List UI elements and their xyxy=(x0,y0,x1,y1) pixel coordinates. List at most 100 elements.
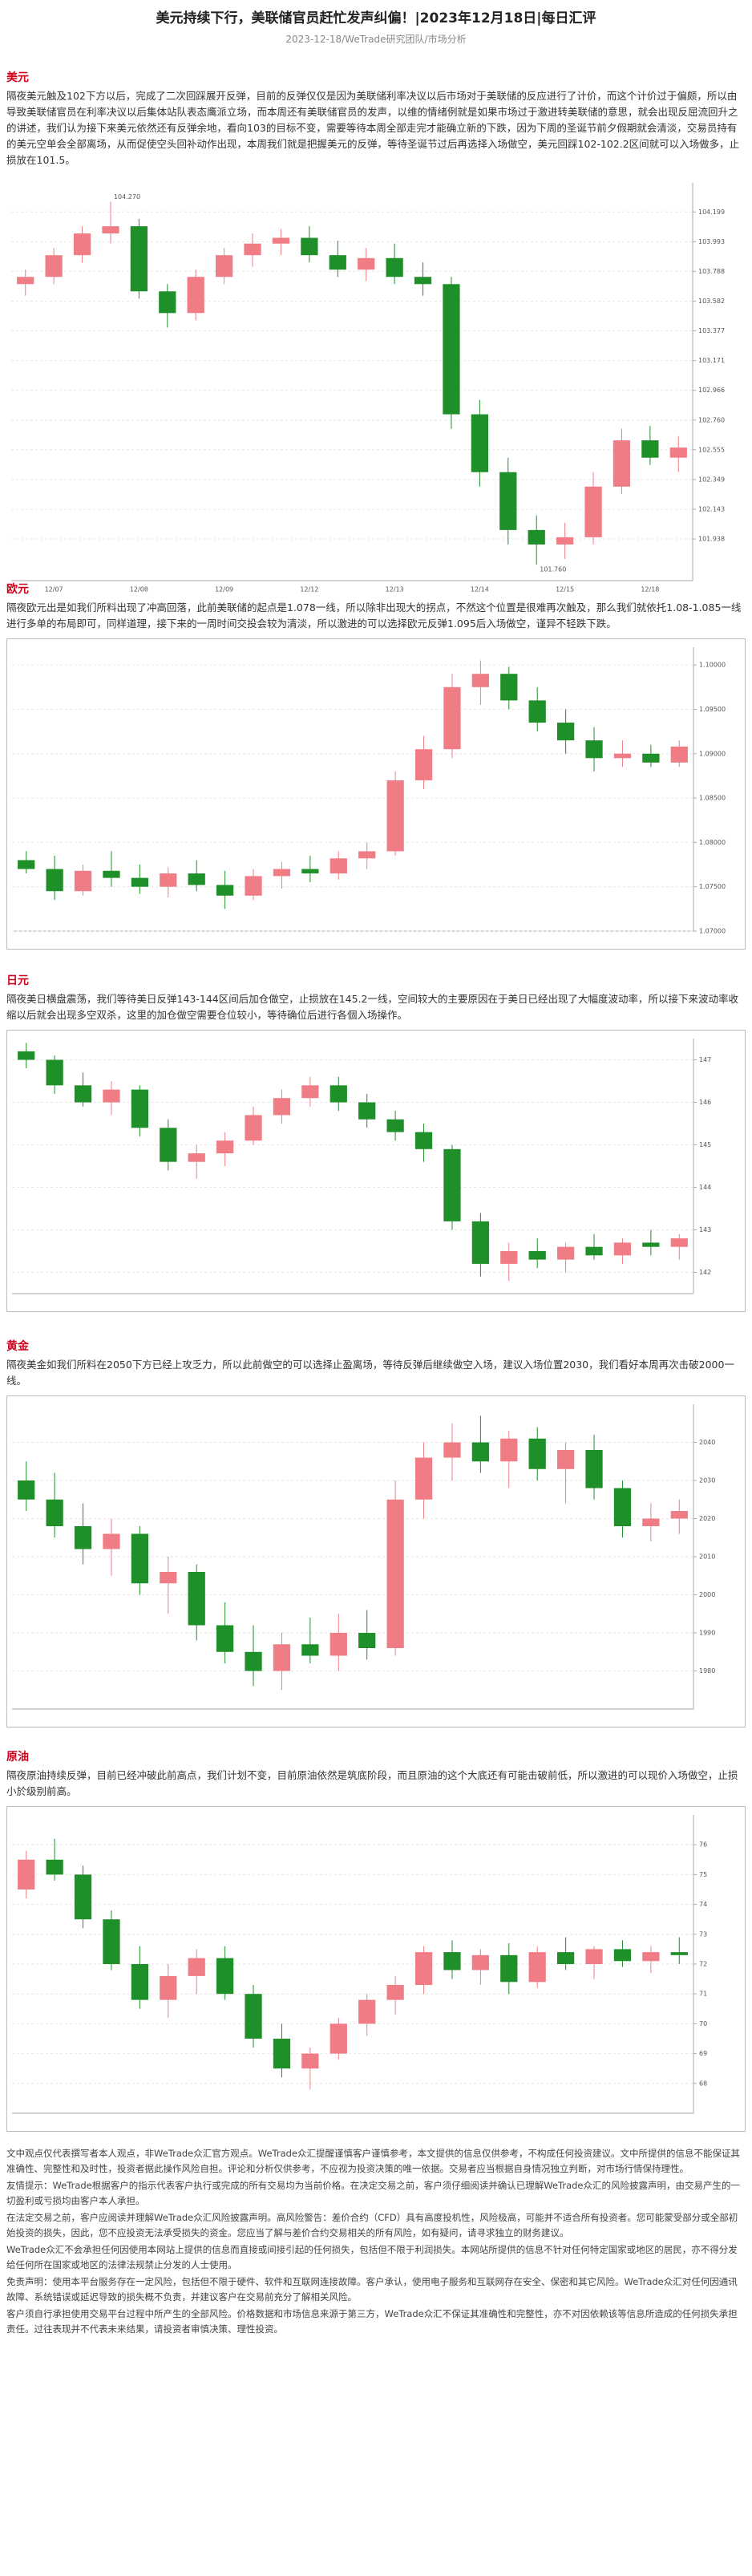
candle-body xyxy=(329,255,346,270)
candle-body xyxy=(443,1442,461,1458)
candle-body xyxy=(330,2023,347,2054)
candle-body xyxy=(18,1480,35,1500)
candle-body xyxy=(244,243,261,256)
candle-body xyxy=(273,2039,291,2069)
candle-body xyxy=(642,1952,660,1962)
candle-body xyxy=(414,1952,433,1986)
section-heading: 美元 xyxy=(6,71,29,84)
y-tick-label: 142 xyxy=(699,1269,711,1276)
candle-body xyxy=(301,2053,319,2069)
disclaimer-paragraph: 文中观点仅代表撰写者本人观点，非WeTrade众汇官方观点。WeTrade众汇提… xyxy=(6,2148,741,2174)
candle-body xyxy=(414,749,433,780)
candle-body xyxy=(245,1651,262,1671)
candle-body xyxy=(160,1128,177,1162)
candle-chart: 68 69 70 71 72 73 74 75 76 xyxy=(6,1806,746,2132)
y-tick-label: 1990 xyxy=(699,1630,715,1637)
candle-body xyxy=(613,753,632,759)
y-tick-label: 102.555 xyxy=(698,446,725,453)
candle-body xyxy=(301,869,319,874)
y-tick-label: 2020 xyxy=(699,1515,715,1522)
y-tick-label: 102.760 xyxy=(698,416,725,423)
candle-body xyxy=(642,753,660,763)
candle-body xyxy=(500,1438,518,1462)
x-tick-label: 12/13 xyxy=(386,586,404,593)
disclaimer-paragraph: 免责声明：使用本平台服务存在一定风险，包括但不限于硬件、软件和互联网连接故障。客… xyxy=(6,2276,738,2303)
candle-body xyxy=(670,746,688,763)
y-tick-label: 101.938 xyxy=(698,536,725,543)
candle-body xyxy=(414,277,432,285)
y-tick-label: 1980 xyxy=(699,1667,715,1675)
section: 原油 隔夜原油持续反弹，目前已经冲破此前高点，我们计划不变，目前原油依然是筑底阶… xyxy=(6,1748,746,2132)
paragraph: 隔夜欧元出是如我们所料出现了冲高回落，此前美联储的起点是1.078一线，所以除非… xyxy=(6,601,742,630)
candle-body xyxy=(160,1572,177,1584)
y-tick-label: 68 xyxy=(699,2080,707,2087)
candle-body xyxy=(103,1919,120,1964)
candle-body xyxy=(131,1533,148,1584)
candle-body xyxy=(273,869,291,877)
candle-body xyxy=(556,537,574,545)
candle-body xyxy=(273,1644,291,1671)
candle-body xyxy=(641,440,659,458)
candle-body xyxy=(358,1999,376,2024)
candle-body xyxy=(471,1954,489,1970)
candle-body xyxy=(103,1089,120,1103)
y-tick-label: 2000 xyxy=(699,1591,715,1598)
title: 美元持续下行，美联储官员赶忙发声纠偏！|2023年12月18日|每日汇评 xyxy=(156,10,596,26)
candle-body xyxy=(386,257,403,277)
candle-body xyxy=(46,1859,63,1875)
disclaimer-paragraph: 在法定交易之前，客户应阅读并理解WeTrade众汇风险披露声明。高风险警告：差价… xyxy=(6,2212,738,2238)
candle-body xyxy=(245,876,262,896)
candle-body xyxy=(188,873,205,885)
candle-body xyxy=(613,440,631,487)
y-tick-label: 75 xyxy=(699,1871,707,1878)
y-tick-label: 143 xyxy=(699,1226,711,1233)
candle-body xyxy=(188,1958,205,1976)
candle-body xyxy=(642,1242,660,1247)
y-tick-label: 103.171 xyxy=(698,357,725,364)
candle-body xyxy=(131,1964,148,2000)
candle-body xyxy=(584,486,602,537)
candle-body xyxy=(245,1115,262,1141)
candle-body xyxy=(216,1958,234,1995)
y-tick-label: 2040 xyxy=(699,1439,715,1446)
candle-chart: 142 143 144 145 146 147 xyxy=(6,1030,746,1312)
candle-body xyxy=(74,1085,92,1103)
candle-body xyxy=(74,1874,92,1920)
disclaimer: 文中观点仅代表撰写者本人观点，非WeTrade众汇官方观点。WeTrade众汇提… xyxy=(6,2146,746,2339)
candle-chart: 1980 1990 2000 2010 2020 2030 2040 xyxy=(6,1395,746,1727)
candle-body xyxy=(585,1949,603,1964)
candle-body xyxy=(500,674,518,701)
paragraph: 隔夜原油持续反弹，目前已经冲破此前高点，我们计划不变，目前原油依然是筑底阶段，而… xyxy=(6,1769,738,1797)
candle-body xyxy=(669,448,687,458)
candle-body xyxy=(557,1952,575,1964)
candle-body xyxy=(613,1488,632,1526)
candle-body xyxy=(500,1251,518,1264)
disclaimer-paragraph: 客户须自行承担使用交易平台过程中所产生的全部风险。价格数据和市场信息来源于第三方… xyxy=(6,2308,738,2335)
candle-body xyxy=(188,1153,205,1162)
paragraph: 隔夜美金如我们所料在2050下方已经上攻乏力，所以此前做空的可以选择止盈离场，等… xyxy=(6,1359,734,1387)
y-tick-label: 69 xyxy=(699,2050,707,2057)
y-tick-label: 147 xyxy=(699,1056,711,1063)
y-tick-label: 1.10000 xyxy=(699,662,726,669)
candle-body xyxy=(46,869,63,892)
candle-body xyxy=(386,1985,404,2000)
candle-body xyxy=(585,1450,603,1488)
y-tick-label: 73 xyxy=(699,1930,707,1938)
candle-body xyxy=(330,1633,347,1656)
x-tick-label: 12/09 xyxy=(215,586,233,593)
candle-body xyxy=(613,1949,632,1962)
candle-body xyxy=(613,1242,632,1256)
candle-body xyxy=(103,870,120,878)
candle-chart: 1.07000 1.07500 1.08000 1.08500 1.09000 1.095… xyxy=(6,638,746,950)
candle-body xyxy=(188,1572,205,1626)
candle-body xyxy=(386,1119,404,1132)
y-tick-label: 1.07500 xyxy=(699,883,726,890)
candle-body xyxy=(18,1051,35,1060)
y-tick-label: 1.09500 xyxy=(699,706,726,713)
candle-body xyxy=(528,529,545,545)
candle-body xyxy=(17,277,34,285)
candle-body xyxy=(18,1859,35,1889)
candle-body xyxy=(386,1499,404,1648)
candle-body xyxy=(642,1518,660,1526)
candle-body xyxy=(131,877,148,887)
